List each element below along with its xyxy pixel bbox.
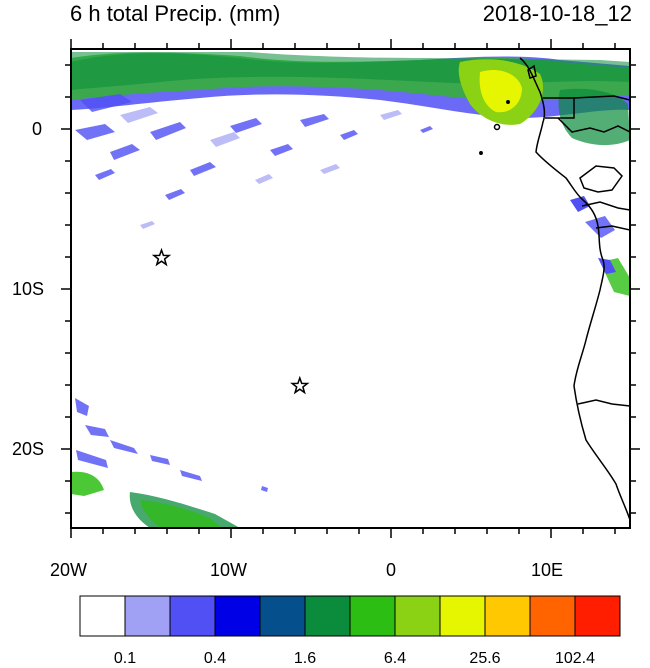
x-axis-label-10e: 10E [531,560,564,580]
x-axis-label-0: 0 [386,560,397,580]
map-title: 6 h total Precip. (mm) [70,1,281,26]
colorbar-label-0.4: 0.4 [203,650,227,667]
x-axis-label-20w: 20W [50,560,88,580]
star-marker-2 [290,375,310,395]
precipitation-field [71,52,630,528]
map-timestamp: 2018-10-18_12 [482,1,632,26]
colorbar-label-0.1: 0.1 [113,650,137,667]
coastline [479,57,630,521]
colorbar-label-6.4: 6.4 [383,650,407,667]
x-axis-label-10w: 10W [210,560,248,580]
y-axis-label-20s: 20S [12,439,45,459]
y-axis-label-0: 0 [32,119,43,139]
colorbar [79,595,621,637]
colorbar-label-25.6: 25.6 [469,650,501,667]
colorbar-label-102.4: 102.4 [554,650,596,667]
y-axis-label-10s: 10S [12,279,45,299]
star-marker-1 [151,247,172,267]
axis-ticks [61,39,640,538]
colorbar-label-1.6: 1.6 [293,650,317,667]
